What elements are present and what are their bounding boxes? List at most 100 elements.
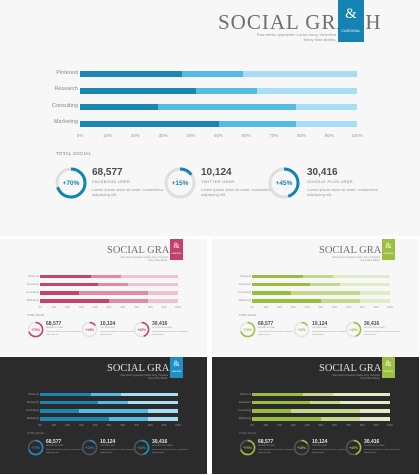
slide-variant-dark-green[interactable]: SOCIAL GRAPH Raw denim typewriter Carles… — [212, 357, 419, 474]
stat-number: 68,577 — [46, 439, 62, 445]
bar-row — [40, 400, 178, 405]
bar-segment — [121, 274, 178, 278]
ring-track — [81, 321, 98, 338]
bar-row — [252, 274, 390, 278]
x-tick-label: 100% — [386, 306, 394, 309]
ring-percent: +70% — [243, 445, 252, 450]
bar-segment — [182, 71, 244, 77]
x-tick-label: 30% — [78, 306, 84, 309]
bar-row — [40, 282, 178, 287]
ring-percent: +15% — [297, 327, 306, 332]
ampersand-icon: & — [385, 241, 392, 250]
row-label: Marketing — [26, 416, 39, 421]
bar-segment — [80, 71, 183, 77]
stat-description: Lorem ipsum dolor sit amet, consectetur … — [258, 331, 294, 336]
ring-percent: +15% — [85, 445, 94, 450]
row-label: Pinterest — [27, 273, 39, 278]
bar-segment — [252, 400, 310, 405]
page-title: SOCIAL GRAPH — [319, 363, 395, 374]
stat-description: Lorem ipsum dolor sit amet, consectetur … — [312, 331, 348, 336]
row-label: Consulting — [25, 290, 39, 295]
ring-percent: +15% — [85, 327, 94, 332]
x-tick-label: 60% — [241, 133, 251, 138]
bar-segment — [91, 274, 122, 278]
progress-ring — [133, 439, 150, 456]
page-subtitle: Raw denim typewriter Carles irony, Helve… — [256, 32, 336, 42]
ring-progress — [239, 321, 256, 338]
ring-progress — [268, 167, 300, 199]
progress-ring — [27, 439, 44, 456]
ring-percent: +70% — [31, 327, 40, 332]
stat-description: Lorem ipsum dolor sit amet, consectetur … — [46, 449, 82, 454]
ring-percent: +70% — [243, 327, 252, 332]
stat-number: 68,577 — [46, 321, 62, 327]
page-title: SOCIAL GRAPH — [107, 245, 183, 256]
ring-percent: +15% — [171, 180, 189, 187]
stat-description: Lorem ipsum dolor sit amet, consectetur … — [92, 187, 164, 197]
bar-segment — [147, 409, 178, 413]
x-tick-label: 0% — [38, 424, 42, 427]
stat-number: 68,577 — [258, 321, 274, 327]
stat-number: 68,577 — [92, 167, 123, 178]
x-tick-label: 70% — [346, 306, 351, 309]
stat-number: 30,416 — [152, 321, 168, 327]
x-tick-label: 60% — [332, 424, 338, 427]
bar-segment — [147, 291, 178, 295]
bar-segment — [309, 282, 341, 287]
bar-row — [40, 417, 178, 421]
ring-percent: +45% — [137, 327, 146, 332]
x-tick-label: 0% — [250, 306, 254, 309]
progress-ring — [293, 439, 310, 456]
x-tick-label: 0% — [76, 133, 84, 138]
progress-ring — [81, 321, 98, 338]
badge-name: CARDINAL — [341, 29, 361, 33]
x-tick-label: 40% — [186, 133, 196, 138]
progress-ring — [293, 321, 310, 338]
stat-number: 10,124 — [100, 321, 116, 327]
section-title: TOTAL SOCIAL — [239, 314, 257, 317]
row-label: Consulting — [52, 102, 78, 109]
row-label: Consulting — [237, 290, 251, 295]
bar-segment — [109, 417, 148, 421]
bar-segment — [243, 71, 357, 77]
x-tick-label: 70% — [134, 306, 139, 309]
stat-label: TWITTER USER — [100, 327, 115, 329]
bar-row — [252, 400, 390, 405]
ring-percent: +45% — [349, 445, 358, 450]
x-tick-label: 90% — [161, 424, 167, 427]
bar-segment — [97, 282, 129, 287]
row-label: Pinterest — [239, 273, 251, 278]
row-label: Pinterest — [56, 69, 78, 76]
stat-label: TWITTER USER — [100, 445, 115, 447]
ampersand-icon: & — [173, 359, 180, 368]
x-tick-label: 80% — [359, 424, 365, 427]
bar-segment — [40, 400, 98, 405]
progress-ring — [345, 439, 362, 456]
bar-segment — [290, 291, 360, 295]
x-tick-label: 10% — [51, 424, 57, 427]
bar-row — [80, 71, 357, 77]
x-tick-label: 40% — [92, 306, 98, 309]
ring-progress — [55, 167, 87, 199]
x-tick-label: 0% — [250, 424, 254, 427]
bar-segment — [91, 392, 122, 396]
stat-label: GOOGLE PLUS USER — [364, 327, 385, 329]
brand-badge: & CARDINAL — [382, 239, 395, 260]
x-tick-label: 70% — [134, 424, 139, 427]
ring-track — [81, 439, 98, 456]
x-tick-label: 80% — [147, 424, 153, 427]
slide-variant-green[interactable]: SOCIAL GRAPH Raw denim typewriter Carles… — [212, 239, 419, 356]
stat-description: Lorem ipsum dolor sit amet, consectetur … — [312, 449, 348, 454]
x-tick-label: 40% — [304, 424, 310, 427]
slide-variant-dark-blue[interactable]: SOCIAL GRAPH Raw denim typewriter Carles… — [0, 357, 207, 474]
x-tick-label: 0% — [38, 306, 42, 309]
bar-segment — [303, 392, 334, 396]
slide-variant-pink[interactable]: SOCIAL GRAPH Raw denim typewriter Carles… — [0, 239, 207, 356]
stat-number: 30,416 — [364, 439, 380, 445]
bar-segment — [218, 120, 297, 127]
x-tick-label: 100% — [351, 133, 363, 138]
bar-row — [252, 409, 390, 413]
row-label: Marketing — [238, 298, 251, 303]
stat-description: Lorem ipsum dolor sit amet, consectetur … — [152, 449, 188, 454]
stat-number: 30,416 — [152, 439, 168, 445]
